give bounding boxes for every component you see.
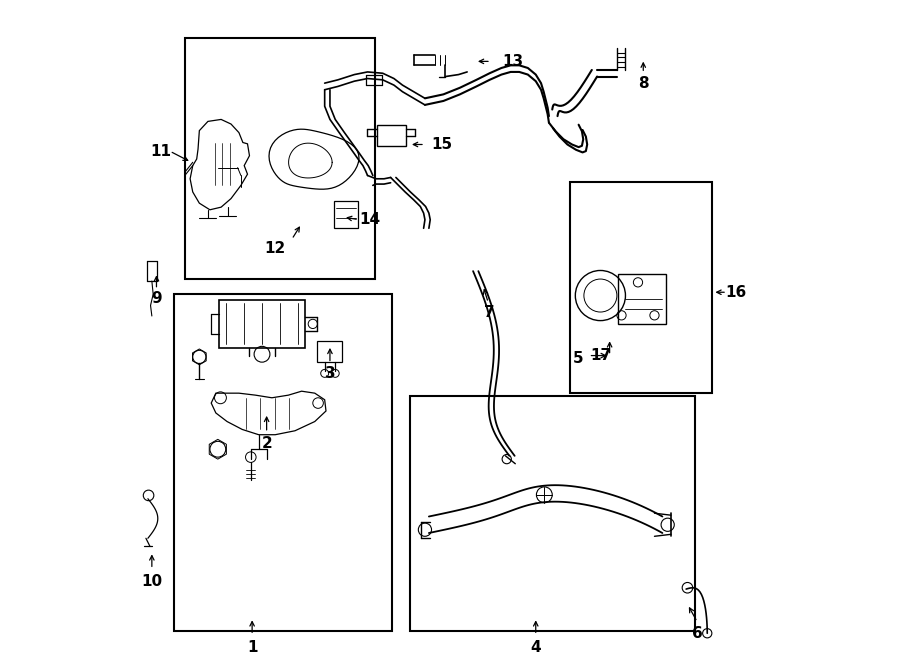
- Text: 8: 8: [638, 75, 649, 91]
- Text: 2: 2: [261, 436, 272, 451]
- Bar: [175, 294, 392, 631]
- Text: 1: 1: [247, 640, 257, 654]
- Bar: [570, 182, 712, 393]
- Bar: [317, 341, 342, 362]
- Text: 10: 10: [141, 574, 162, 589]
- Text: 15: 15: [431, 137, 453, 152]
- Bar: [334, 200, 357, 228]
- Bar: [377, 125, 407, 146]
- Text: 5: 5: [573, 351, 584, 366]
- Text: 6: 6: [692, 627, 703, 641]
- Text: 12: 12: [265, 241, 286, 256]
- Text: 14: 14: [359, 212, 380, 227]
- Text: 3: 3: [325, 366, 336, 381]
- Bar: [618, 274, 666, 324]
- Bar: [410, 397, 696, 631]
- Text: 13: 13: [502, 54, 523, 69]
- Bar: [219, 300, 305, 348]
- Bar: [184, 38, 374, 279]
- Text: 7: 7: [484, 305, 495, 319]
- Text: 9: 9: [151, 292, 162, 306]
- Text: 16: 16: [725, 285, 747, 299]
- Text: 17: 17: [590, 348, 611, 363]
- Text: 11: 11: [150, 143, 172, 159]
- Text: 4: 4: [530, 640, 541, 654]
